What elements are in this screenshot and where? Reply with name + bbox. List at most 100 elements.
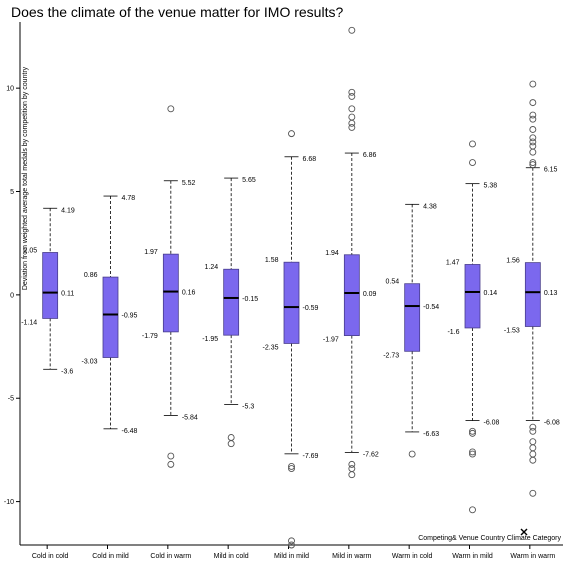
whisker-high-label: 6.15 (544, 167, 558, 174)
outlier-point (469, 448, 476, 456)
outlier-point (469, 140, 476, 148)
whisker-low-label: -5.3 (242, 403, 254, 410)
outlier-point (529, 99, 537, 107)
q3-label: 0.54 (386, 279, 400, 286)
q1-label: -3.03 (82, 359, 98, 366)
median-label: -0.59 (303, 305, 319, 312)
outlier-point (469, 429, 476, 437)
x-tick-label: Mild in cold (214, 553, 249, 560)
q1-label: -2.35 (263, 344, 279, 351)
y-axis-title: Deviation from weighted average total me… (22, 66, 29, 290)
outlier-point (348, 92, 356, 100)
median-label: -0.15 (242, 296, 258, 303)
whisker-high-label: 4.38 (423, 203, 437, 210)
outlier-point (529, 438, 537, 446)
median-label: 0.14 (484, 290, 498, 297)
outlier-point (348, 471, 356, 479)
x-tick-label: Warm in warm (510, 553, 555, 560)
q1-label: -1.97 (323, 337, 339, 344)
outlier-point (529, 80, 537, 88)
q3-label: 0.86 (84, 272, 98, 279)
q3-label: 1.56 (506, 258, 520, 265)
iqr-box (464, 264, 481, 329)
outlier-point (529, 450, 537, 458)
outlier-point (348, 105, 356, 113)
q3-label: 1.47 (446, 259, 460, 266)
outlier-point (348, 88, 356, 96)
y-tick-label: 5 (10, 189, 14, 196)
whisker-low-label: -6.63 (423, 431, 439, 438)
outlier-point (288, 465, 295, 472)
chart-title: Does the climate of the venue matter for… (11, 4, 344, 20)
close-icon (520, 528, 528, 536)
x-tick-label: Cold in mild (92, 553, 129, 560)
iqr-box (102, 276, 119, 358)
x-tick-label: Warm in mild (452, 553, 493, 560)
whisker-high-label: 5.52 (182, 180, 196, 187)
outlier-point (529, 423, 537, 431)
whisker-high-label: 6.68 (303, 156, 317, 163)
outlier-point (227, 440, 235, 448)
iqr-box (162, 253, 179, 333)
q1-label: -1.95 (202, 336, 218, 343)
outlier-point (529, 148, 537, 156)
outlier-point (348, 123, 356, 131)
outlier-point (227, 434, 235, 441)
x-tick-label: Cold in warm (150, 553, 191, 560)
median-label: 0.11 (61, 291, 74, 298)
q1-label: -1.14 (21, 319, 37, 326)
y-tick-label: 10 (6, 86, 14, 93)
q1-label: -2.73 (383, 352, 399, 359)
x-tick-label: Mild in warm (332, 553, 371, 560)
iqr-box (223, 268, 240, 336)
outlier-point (469, 450, 476, 458)
outlier-point (529, 456, 537, 464)
iqr-box (343, 254, 360, 336)
outlier-point (529, 111, 537, 119)
outlier-point (288, 541, 295, 549)
outlier-point (469, 159, 476, 167)
outlier-point (529, 444, 537, 452)
median-label: -0.95 (122, 313, 138, 320)
outlier-point (529, 427, 537, 435)
whisker-low-label: -7.69 (303, 453, 319, 460)
x-tick-label: Mild in mild (274, 553, 309, 560)
median-label: -0.54 (423, 304, 439, 311)
median-label: 0.13 (544, 290, 558, 297)
q1-label: -1.53 (504, 327, 520, 334)
x-tick-label: Cold in cold (32, 553, 69, 560)
median-label: 0.09 (363, 291, 377, 298)
whisker-low-label: -5.84 (182, 415, 198, 422)
whisker-low-label: -6.08 (544, 420, 560, 427)
outlier-point (288, 537, 295, 545)
q3-label: 1.58 (265, 257, 279, 264)
outlier-point (469, 506, 476, 514)
outlier-point (348, 26, 356, 34)
whisker-high-label: 5.38 (484, 183, 498, 190)
outlier-point (408, 450, 416, 458)
y-tick-label: -5 (8, 396, 14, 403)
whisker-high-label: 6.86 (363, 152, 377, 159)
outlier-point (167, 105, 175, 113)
outlier-point (529, 126, 537, 133)
q1-label: -1.79 (142, 333, 158, 340)
outlier-point (469, 427, 476, 435)
outlier-point (529, 161, 537, 169)
outlier-point (348, 119, 356, 127)
q1-label: -1.6 (447, 329, 459, 336)
outlier-point (529, 138, 537, 146)
q3-label: 1.24 (205, 264, 219, 271)
iqr-box (524, 262, 541, 327)
outlier-point (529, 142, 537, 150)
y-tick-label: 0 (10, 292, 14, 299)
outlier-point (529, 489, 537, 497)
whisker-high-label: 4.78 (122, 195, 136, 202)
q3-label: 2.05 (24, 247, 38, 254)
whisker-low-label: -6.08 (484, 420, 500, 427)
q3-label: 1.97 (144, 249, 158, 256)
q3-label: 1.94 (325, 250, 339, 257)
iqr-box (283, 261, 300, 344)
y-tick-label: -10 (4, 499, 14, 506)
outlier-point (348, 460, 356, 468)
